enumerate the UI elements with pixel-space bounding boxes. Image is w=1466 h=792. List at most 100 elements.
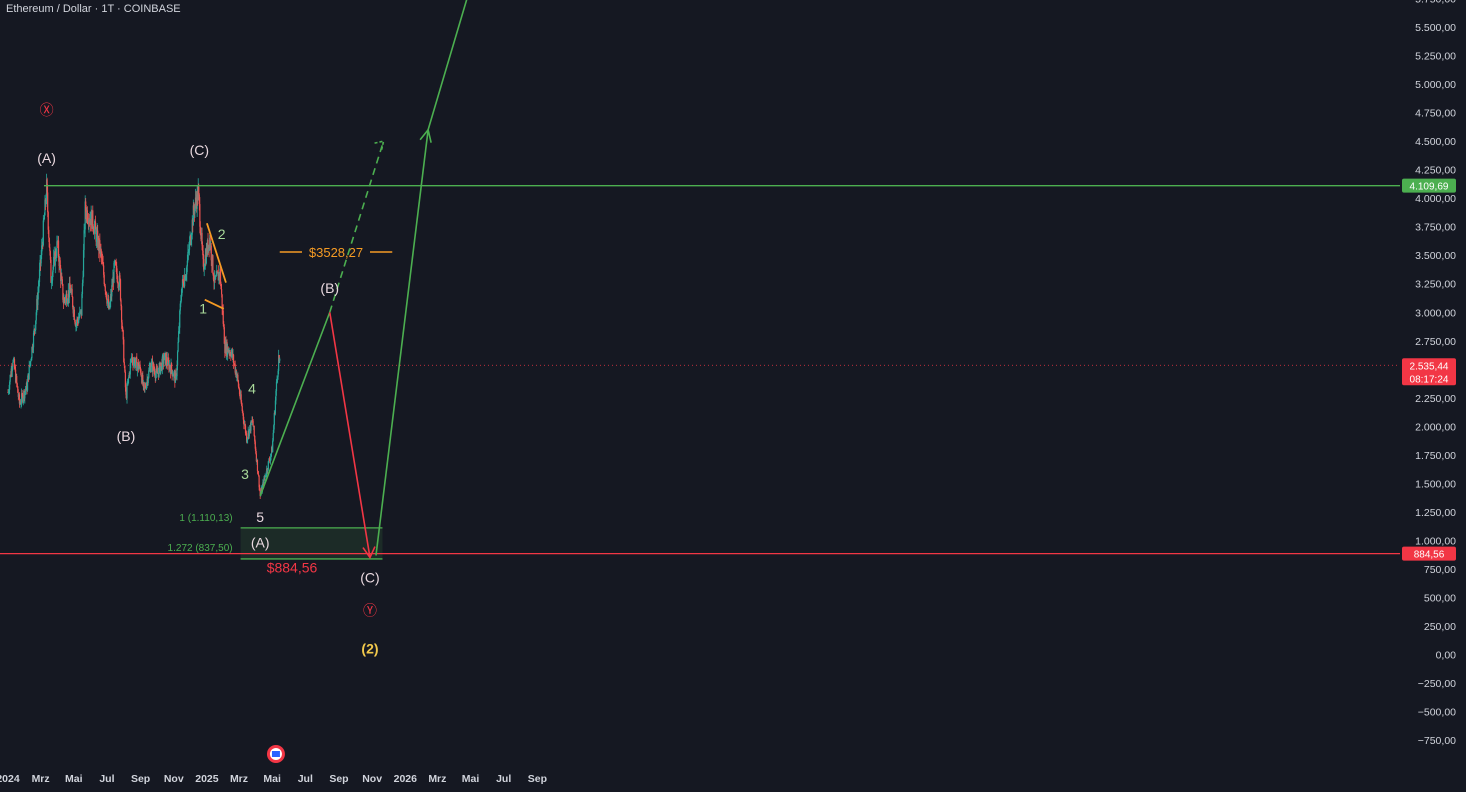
candle-body <box>57 240 60 258</box>
candle-body <box>277 370 279 377</box>
candle-body <box>191 234 193 241</box>
candle-body <box>61 279 63 285</box>
triangle-lower <box>204 298 225 310</box>
y-tick-label: 2.000,00 <box>1415 421 1456 433</box>
candle-body <box>8 389 10 392</box>
candle-body <box>67 300 69 303</box>
candle-body <box>54 251 56 266</box>
candle-body <box>186 260 188 267</box>
candle-body <box>240 394 242 403</box>
candle-body <box>76 318 79 321</box>
candle-body <box>257 474 260 476</box>
candle-body <box>75 324 77 327</box>
candle-body <box>130 359 132 364</box>
candle-body <box>162 356 165 364</box>
candle-body <box>150 366 152 372</box>
candle-body <box>81 293 83 316</box>
arrowhead-down <box>362 546 376 560</box>
candle-body <box>253 426 255 436</box>
candle-body <box>201 232 203 246</box>
wave-label: 1 <box>199 300 207 316</box>
candle-body <box>244 424 246 426</box>
wave-label: 3 <box>241 466 249 482</box>
candle-body <box>94 221 97 230</box>
candle-body <box>234 364 236 373</box>
x-tick-label: Sep <box>329 773 348 785</box>
candle-body <box>219 268 222 284</box>
candle-body <box>21 393 23 395</box>
candle-body <box>251 420 254 422</box>
candle-body <box>59 260 61 268</box>
candle-body <box>62 284 64 300</box>
triangle-upper <box>206 223 227 283</box>
candle-body <box>140 368 142 373</box>
candle-body <box>17 386 19 393</box>
candle-body <box>154 370 156 376</box>
y-tick-label: 5.250,00 <box>1415 51 1456 63</box>
candle-body <box>119 279 122 301</box>
candle-body <box>65 296 67 302</box>
candle-body <box>144 385 147 388</box>
x-tick-label: 2026 <box>394 773 418 785</box>
candle-body <box>38 282 40 288</box>
projection-dashed <box>328 140 385 313</box>
candle-body <box>250 420 252 431</box>
candle-body <box>173 372 175 377</box>
candle-body <box>55 251 57 257</box>
candle-body <box>122 327 124 331</box>
candle-body <box>279 358 281 361</box>
candle-body <box>71 289 73 297</box>
candle-body <box>14 368 16 370</box>
candle-body <box>100 248 102 252</box>
candle-body <box>220 283 222 289</box>
candle-body <box>128 376 130 379</box>
candle-body <box>184 275 186 287</box>
x-tick-label: Mrz <box>428 773 446 785</box>
candle-body <box>82 276 84 283</box>
candle-body <box>115 264 117 266</box>
candle-body <box>174 373 176 383</box>
wave-label: (C) <box>360 570 379 586</box>
candle-body <box>265 474 267 477</box>
candle-body <box>183 285 185 287</box>
candle-body <box>12 359 15 363</box>
y-tick-label: 1.000,00 <box>1415 535 1456 547</box>
candle-body <box>47 192 49 213</box>
candle-body <box>39 259 41 270</box>
candle-body <box>125 387 127 395</box>
candle-body <box>120 300 122 307</box>
y-tick-label: 5.500,00 <box>1415 22 1456 34</box>
candle-body <box>148 370 150 378</box>
candle-body <box>209 237 211 248</box>
candle-body <box>84 229 86 231</box>
candle-body <box>140 372 142 377</box>
candle-body <box>70 290 72 293</box>
last-price-badge: 2.535,44 <box>1410 361 1449 372</box>
candle-body <box>63 298 66 300</box>
candle-body <box>169 365 171 369</box>
candle-body <box>179 310 181 328</box>
candle-body <box>16 383 18 387</box>
candle-body <box>248 429 250 437</box>
candle-body <box>155 373 157 379</box>
candle-body <box>192 205 194 226</box>
y-tick-label: 500,00 <box>1424 592 1456 604</box>
candle-body <box>49 247 51 252</box>
candle-body <box>191 219 193 235</box>
candle-body <box>25 389 27 391</box>
candle-body <box>216 271 218 273</box>
y-tick-label: 4.250,00 <box>1415 165 1456 177</box>
candle-body <box>9 374 11 382</box>
candle-body <box>16 375 18 384</box>
candle-body <box>31 347 33 358</box>
candle-body <box>276 376 279 379</box>
candle-body <box>132 361 135 366</box>
candle-body <box>109 300 111 308</box>
y-tick-label: 1.500,00 <box>1415 478 1456 490</box>
candle-body <box>116 265 118 274</box>
candle-body <box>185 276 187 281</box>
candle-body <box>231 350 234 358</box>
candle-body <box>257 470 259 475</box>
candle-body <box>44 199 46 216</box>
